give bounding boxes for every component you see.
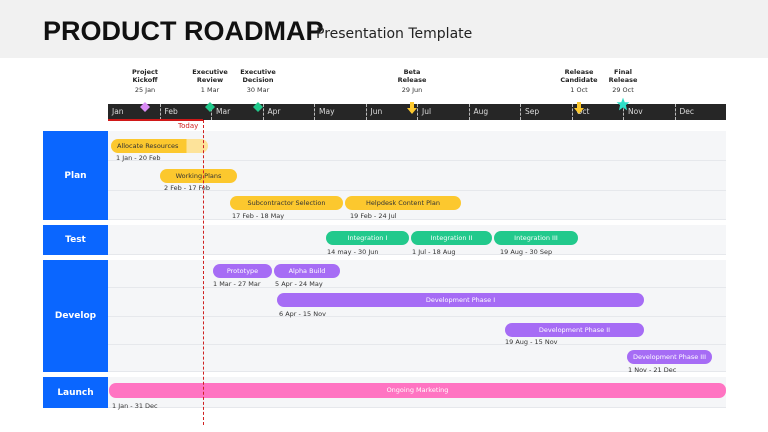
diamond-icon bbox=[205, 97, 215, 116]
group-launch: Launch bbox=[43, 377, 108, 408]
page-subtitle: Presentation Template bbox=[316, 26, 473, 42]
milestone-title: Release bbox=[564, 68, 594, 76]
header bbox=[0, 0, 768, 58]
page-title: PRODUCT ROADMAP bbox=[43, 16, 324, 46]
milestone-title: Final bbox=[614, 68, 632, 76]
arrow-down-icon bbox=[574, 99, 584, 118]
today-line bbox=[203, 120, 204, 425]
star-icon bbox=[616, 96, 630, 115]
today-label: Today bbox=[178, 122, 199, 130]
milestone-executive-decision: Executive Decision 30 Mar bbox=[228, 68, 288, 94]
milestone-title: Executive bbox=[192, 68, 228, 76]
month-nov: Nov bbox=[623, 104, 675, 120]
row bbox=[108, 260, 726, 288]
milestone-title: Review bbox=[196, 76, 224, 84]
diamond-icon bbox=[253, 97, 263, 116]
task-integration-2[interactable]: Integration II bbox=[411, 231, 492, 245]
month-sep: Sep bbox=[520, 104, 572, 120]
month-jan: Jan bbox=[112, 107, 124, 116]
task-development-phase-2[interactable]: Development Phase II bbox=[505, 323, 644, 337]
task-dates: 1 Jul - 18 Aug bbox=[412, 248, 456, 256]
month-mar: Mar bbox=[211, 104, 263, 120]
milestone-title: Decision bbox=[242, 76, 274, 84]
month-aug: Aug bbox=[468, 104, 521, 120]
month-oct: Oct bbox=[571, 104, 624, 120]
milestone-date: 25 Jan bbox=[134, 86, 156, 94]
task-dates: 5 Apr - 24 May bbox=[275, 280, 323, 288]
task-integration-3[interactable]: Integration III bbox=[494, 231, 578, 245]
milestone-beta-release: Beta Release 29 Jun bbox=[382, 68, 442, 94]
month-feb: Feb bbox=[159, 104, 212, 120]
task-dates: 1 Nov - 21 Dec bbox=[628, 366, 677, 374]
group-test: Test bbox=[43, 225, 108, 255]
milestone-date: 30 Mar bbox=[246, 86, 270, 94]
month-may: May bbox=[314, 104, 366, 120]
task-working-plans[interactable]: Working Plans bbox=[160, 169, 237, 183]
month-dec: Dec bbox=[674, 104, 727, 120]
milestone-date: 29 Oct bbox=[612, 86, 634, 94]
milestone-date: 1 Mar bbox=[200, 86, 220, 94]
task-dates: 1 Jan - 31 Dec bbox=[112, 402, 158, 410]
task-helpdesk-content-plan[interactable]: Helpdesk Content Plan bbox=[345, 196, 461, 210]
task-dates: 14 may - 30 Jun bbox=[327, 248, 379, 256]
milestone-project-kickoff: Project Kickoff 25 Jan bbox=[115, 68, 175, 94]
task-development-phase-3[interactable]: Development Phase III bbox=[627, 350, 712, 364]
milestone-title: Release bbox=[608, 76, 638, 84]
row bbox=[108, 131, 726, 161]
milestone-title: Kickoff bbox=[132, 76, 158, 84]
task-alpha-build[interactable]: Alpha Build bbox=[274, 264, 340, 278]
arrow-down-icon bbox=[407, 99, 417, 118]
milestone-executive-review: Executive Review 1 Mar bbox=[180, 68, 240, 94]
elapsed-indicator bbox=[108, 119, 203, 121]
task-dates: 19 Aug - 30 Sep bbox=[500, 248, 553, 256]
task-integration-1[interactable]: Integration I bbox=[326, 231, 409, 245]
task-subcontractor-selection[interactable]: Subcontractor Selection bbox=[230, 196, 343, 210]
task-dates: 19 Aug - 15 Nov bbox=[505, 338, 558, 346]
month-jul: Jul bbox=[417, 104, 469, 120]
task-dates: 1 Jan - 20 Feb bbox=[116, 154, 161, 162]
group-develop: Develop bbox=[43, 260, 108, 372]
milestone-title: Release bbox=[397, 76, 427, 84]
month-jun: Jun bbox=[365, 104, 418, 120]
task-prototype[interactable]: Prototype bbox=[213, 264, 272, 278]
diamond-icon bbox=[140, 97, 150, 116]
task-dates: 17 Feb - 18 May bbox=[232, 212, 285, 220]
milestone-title: Candidate bbox=[560, 76, 598, 84]
milestone-date: 1 Oct bbox=[570, 86, 588, 94]
task-allocate-resources[interactable]: Allocate Resources bbox=[111, 139, 208, 153]
group-plan: Plan bbox=[43, 131, 108, 220]
milestone-title: Executive bbox=[240, 68, 276, 76]
task-dates: 2 Feb - 17 Feb bbox=[164, 184, 211, 192]
milestone-date: 29 Jun bbox=[401, 86, 423, 94]
task-ongoing-marketing[interactable]: Ongoing Marketing bbox=[109, 383, 726, 398]
task-development-phase-1[interactable]: Development Phase I bbox=[277, 293, 644, 307]
month-timeline: Jan Feb Mar Apr May Jun Jul Aug Sep Oct Nov Dec bbox=[108, 104, 726, 120]
row bbox=[108, 345, 726, 372]
month-apr: Apr bbox=[262, 104, 315, 120]
task-dates: 6 Apr - 15 Nov bbox=[279, 310, 326, 318]
milestone-title: Beta bbox=[403, 68, 421, 76]
task-dates: 1 Mar - 27 Mar bbox=[213, 280, 261, 288]
milestone-release-candidate: Release Candidate 1 Oct bbox=[549, 68, 609, 94]
milestone-final-release: Final Release 29 Oct bbox=[593, 68, 653, 94]
milestone-title: Project bbox=[131, 68, 159, 76]
task-dates: 19 Feb - 24 Jul bbox=[350, 212, 397, 220]
